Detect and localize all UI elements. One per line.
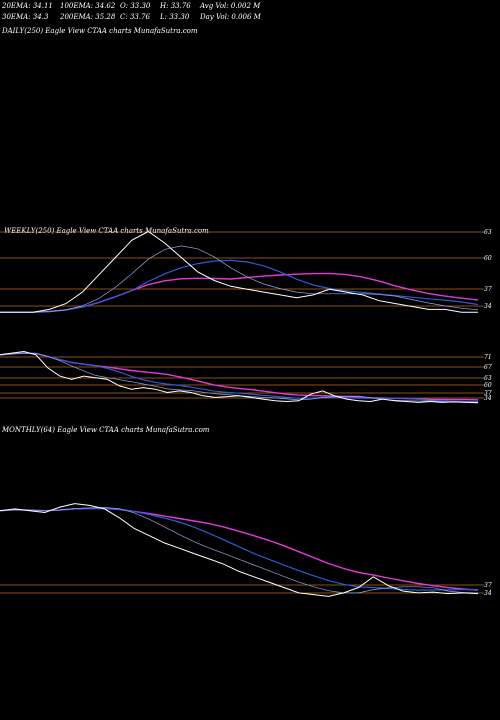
ema20-value: 20EMA: 34.11 xyxy=(2,2,53,10)
ema200-value: 200EMA: 35.28 xyxy=(60,13,116,21)
low-value: L: 33.30 xyxy=(160,13,190,21)
ema30-value: 30EMA: 34.3 xyxy=(2,13,49,21)
level-label: 34 xyxy=(484,303,492,310)
ema100-value: 100EMA: 34.62 xyxy=(60,2,116,10)
level-label: 37 xyxy=(484,582,492,589)
high-value: H: 33.76 xyxy=(160,2,191,10)
level-label: 37 xyxy=(484,390,492,397)
level-label: 37 xyxy=(484,286,492,293)
daily-title: DAILY(250) Eagle View CTAA charts Munafa… xyxy=(2,27,198,35)
close-value: C: 33.76 xyxy=(120,13,150,21)
level-label: 34 xyxy=(484,590,492,597)
monthly-title: MONTHLY(64) Eagle View CTAA charts Munaf… xyxy=(2,426,210,434)
level-label: 67 xyxy=(484,364,492,371)
level-label: 63 xyxy=(484,229,492,236)
ema-line-blue xyxy=(0,507,479,591)
level-label: 34 xyxy=(484,395,492,402)
ema-line-blue xyxy=(0,259,479,313)
price-line xyxy=(0,350,479,404)
price-line xyxy=(0,503,479,597)
level-label: 60 xyxy=(484,382,492,389)
open-value: O: 33.30 xyxy=(120,2,151,10)
level-label: 60 xyxy=(484,255,492,262)
ema-line-light xyxy=(0,245,479,313)
weekly-title: WEEKLY(250) Eagle View CTAA charts Munaf… xyxy=(4,227,209,235)
ema-line-light xyxy=(0,507,479,594)
avg-vol-value: Avg Vol: 0.002 M xyxy=(200,2,261,10)
price-line xyxy=(0,230,478,313)
ema-line-blue xyxy=(0,352,479,403)
level-label: 63 xyxy=(484,375,492,382)
ema-line-magenta xyxy=(0,507,479,591)
level-label: 71 xyxy=(484,354,492,361)
day-vol-value: Day Vol: 0.006 M xyxy=(200,13,261,21)
